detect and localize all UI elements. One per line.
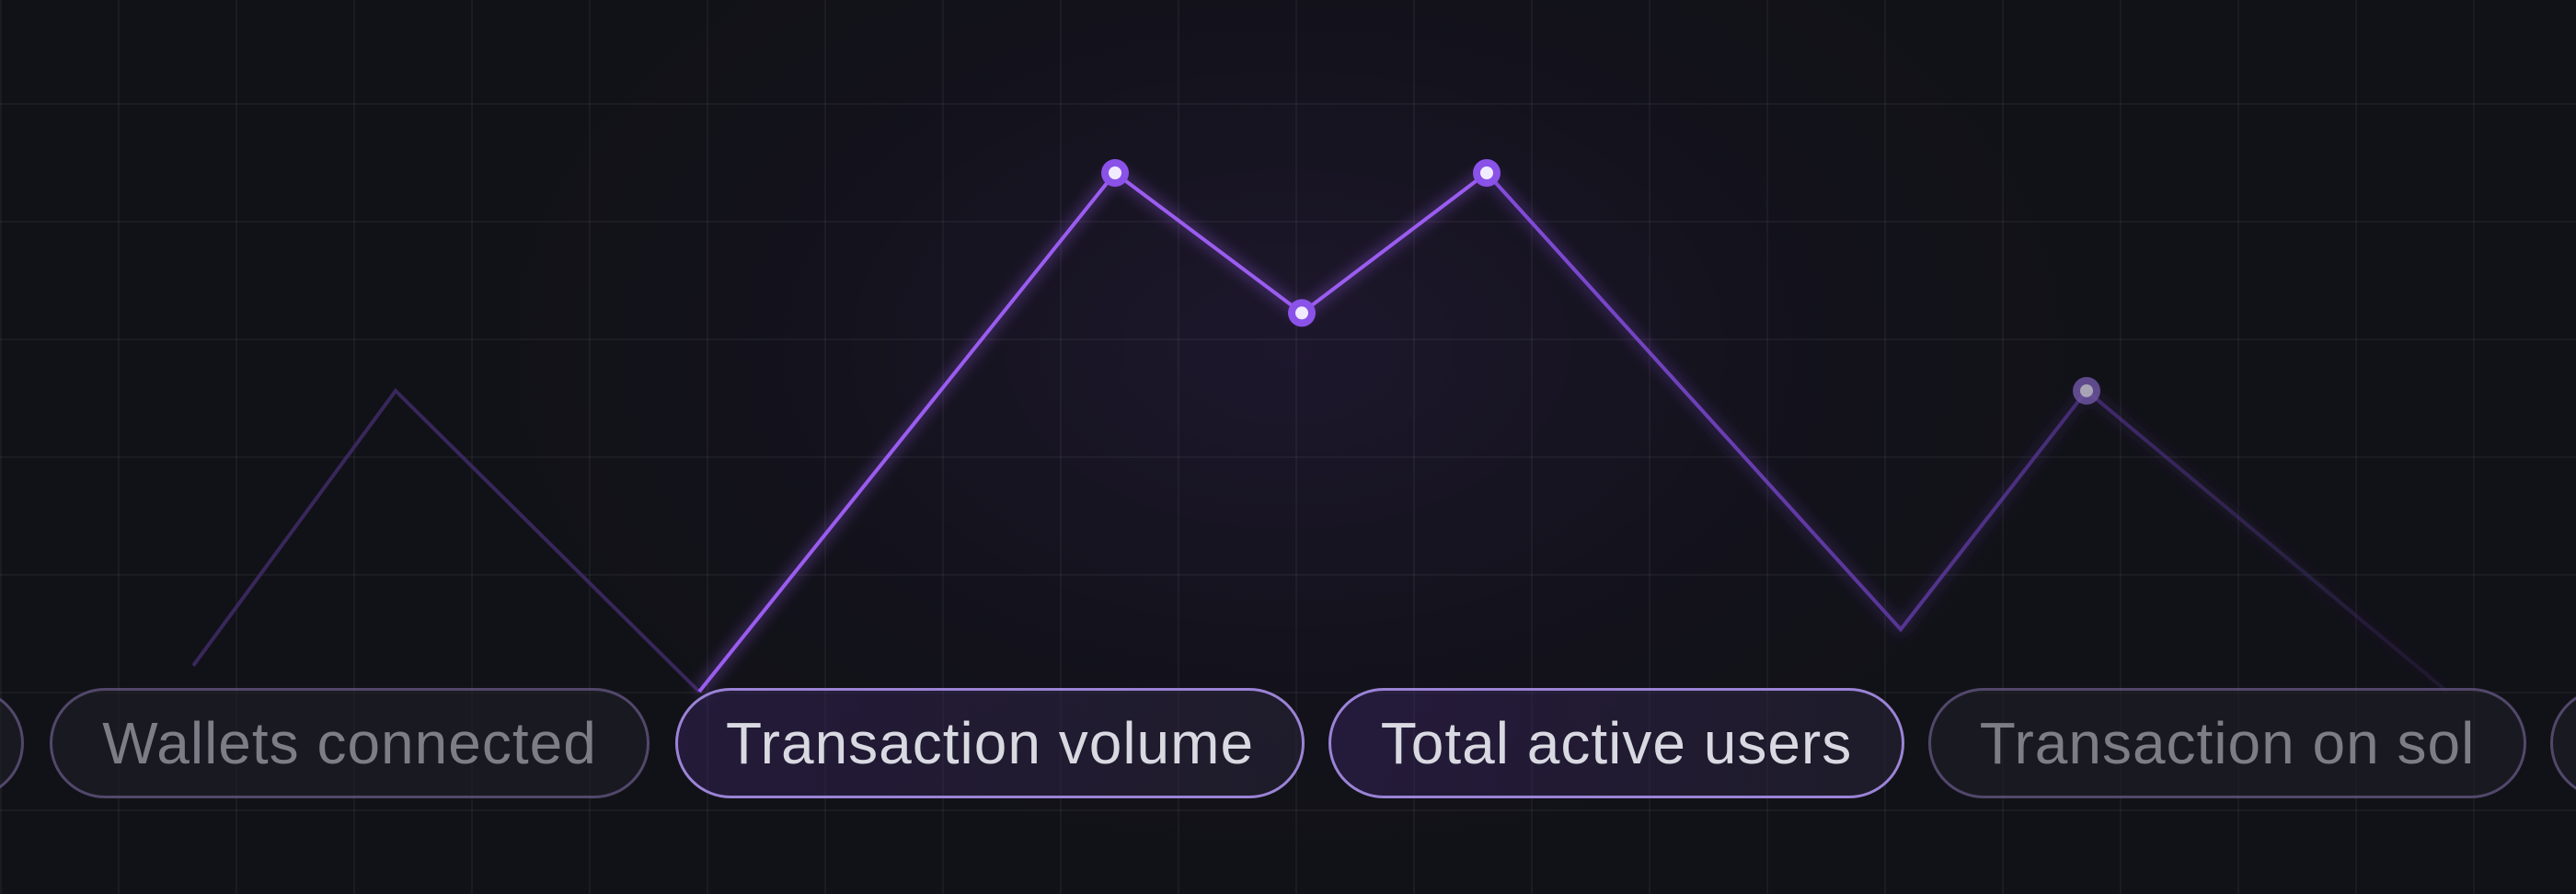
- tab-left-overflow[interactable]: [0, 688, 24, 798]
- tab-label: Transaction on sol: [1979, 710, 2476, 776]
- tab-right-overflow[interactable]: [2550, 688, 2576, 798]
- tab-label: Total active users: [1380, 710, 1853, 776]
- tab-transaction-on-sol[interactable]: Transaction on sol: [1928, 688, 2526, 798]
- data-point-core-0: [1109, 166, 1121, 179]
- tab-label: Transaction volume: [725, 710, 1255, 776]
- series-line-2: [1485, 171, 2449, 693]
- data-point-core-1: [1295, 306, 1308, 320]
- series-line-1: [697, 170, 1489, 693]
- tab-wallets-connected[interactable]: Wallets connected: [50, 688, 650, 798]
- tab-total-active-users[interactable]: Total active users: [1328, 688, 1904, 798]
- data-point-core-3: [2080, 384, 2093, 397]
- metric-tabs: Wallets connected Transaction volume Tot…: [0, 688, 2576, 802]
- tab-transaction-volume[interactable]: Transaction volume: [675, 688, 1305, 798]
- data-point-core-2: [1480, 166, 1493, 179]
- series-line-0: [191, 387, 701, 693]
- tab-label: Wallets connected: [102, 710, 597, 776]
